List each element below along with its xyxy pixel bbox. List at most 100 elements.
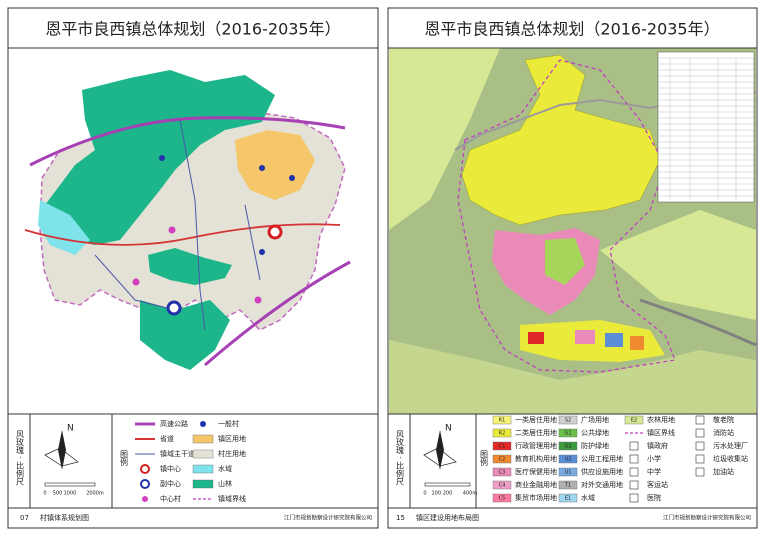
- utility: [605, 333, 623, 347]
- page-number: 07: [20, 514, 29, 522]
- highway: [204, 260, 351, 367]
- legend-code: C5: [499, 496, 506, 502]
- legend-label: 水域: [218, 464, 232, 473]
- legend-swatch: [492, 415, 512, 425]
- legend-swatch: [492, 428, 512, 438]
- side-label: 风玫瑰 · 比例尺: [16, 430, 25, 487]
- legend-title: 图例: [480, 450, 489, 467]
- legend-swatch: [192, 464, 214, 474]
- farmland: [389, 48, 500, 230]
- legend-label: 商业金融用地: [515, 480, 557, 489]
- legend-label: 对外交通用地: [581, 480, 623, 489]
- legend-icon: [629, 454, 639, 464]
- legend-swatch: [140, 464, 150, 474]
- legend-icon: [695, 441, 705, 451]
- village-center: [132, 278, 140, 286]
- legend-swatch: [558, 493, 578, 503]
- main-road: [94, 119, 261, 331]
- legend-swatch: [558, 467, 578, 477]
- legend-label: 公共绿地: [581, 428, 609, 437]
- sub-center: [166, 300, 182, 316]
- right-panel: 风玫瑰 · 比例尺 N 图例 R1 一类居住用地 R2 二类居住用地 C1 行政管理用地 C…: [387, 7, 758, 529]
- legend-label: 消防站: [713, 428, 734, 437]
- map-name: 镇区建设用地布局图: [416, 513, 479, 522]
- legend-label: 村庄用地: [218, 449, 246, 458]
- map: [389, 48, 757, 414]
- legend-code: C2: [499, 457, 506, 463]
- legend-swatch: [192, 434, 214, 444]
- legend-label: 一般村: [218, 419, 239, 428]
- legend-swatch: [192, 449, 214, 459]
- legend-swatch: [492, 467, 512, 477]
- legend-swatch: [558, 415, 578, 425]
- legend-code: C3: [499, 470, 506, 476]
- education: [630, 336, 644, 350]
- wind-rose: [423, 447, 457, 467]
- scale-label: 200: [443, 491, 453, 497]
- legend-label: 医疗保健用地: [515, 467, 557, 476]
- scale-label: 100: [431, 491, 441, 497]
- legend-code: G1: [564, 431, 571, 437]
- legend-code: T1: [564, 483, 571, 489]
- commercial: [575, 330, 595, 344]
- compass-needle: [58, 430, 66, 470]
- legend-swatch: [558, 428, 578, 438]
- legend-label: 敬老院: [713, 415, 734, 424]
- town-zone: [235, 130, 315, 200]
- legend-label: 省道: [160, 434, 174, 443]
- village: [259, 249, 265, 255]
- legend-label: 防护绿地: [581, 441, 609, 450]
- legend-swatch: [192, 479, 214, 489]
- legend-swatch: [558, 441, 578, 451]
- legend-label: 镇域主干道: [160, 449, 195, 458]
- legend-label: 加油站: [713, 467, 734, 476]
- village-center: [254, 296, 262, 304]
- legend-label: 农林用地: [647, 415, 675, 424]
- legend-title: 图例: [120, 450, 129, 467]
- legend-label: 中心村: [160, 494, 181, 503]
- town-center: [267, 224, 283, 240]
- legend-swatch: [142, 496, 148, 502]
- legend-label: 镇域界线: [218, 494, 246, 503]
- scale-label: 1000: [64, 491, 77, 497]
- legend-swatch: [558, 454, 578, 464]
- legend-swatch: [200, 421, 206, 427]
- map-name: 村镇体系规划图: [40, 513, 89, 522]
- legend-label: 水域: [581, 493, 595, 502]
- legend-code: E2: [631, 418, 637, 424]
- legend-code: S2: [565, 418, 571, 424]
- legend-label: 集贸市场用地: [515, 493, 557, 502]
- legend-label: 副中心: [160, 479, 181, 488]
- legend-label: 镇区用地: [218, 434, 246, 443]
- north-label: N: [445, 424, 452, 434]
- legend-label: 小学: [647, 454, 661, 463]
- village: [289, 175, 295, 181]
- farmland: [600, 210, 756, 320]
- legend-swatch: [624, 415, 644, 425]
- legend-swatch: [492, 454, 512, 464]
- legend-icon: [629, 493, 639, 503]
- green-space: [545, 238, 585, 285]
- title: 恩平市良西镇总体规划（2016-2035年）: [424, 20, 719, 39]
- institute: 江门市规划勘察设计研究院有限公司: [284, 514, 372, 522]
- legend-swatch: [492, 480, 512, 490]
- title: 恩平市良西镇总体规划（2016-2035年）: [45, 20, 340, 39]
- legend-icon: [629, 467, 639, 477]
- legend-label: 镇区界线: [647, 428, 675, 437]
- legend-label: 高速公路: [160, 419, 188, 428]
- legend-label: 镇政府: [647, 441, 668, 450]
- legend-code: U2: [565, 457, 572, 463]
- legend-label: 医院: [647, 493, 661, 502]
- legend-label: 垃圾收集站: [713, 454, 748, 463]
- institute: 江门市规划勘察设计研究院有限公司: [663, 514, 751, 522]
- legend-code: R1: [499, 418, 506, 424]
- legend-label: 供应设施用地: [581, 467, 623, 476]
- residential: [461, 54, 661, 226]
- legend-icon: [695, 428, 705, 438]
- table-lines: [658, 57, 754, 200]
- legend-icon: [695, 415, 705, 425]
- forest: [148, 248, 232, 285]
- scale-bar: [44, 482, 96, 487]
